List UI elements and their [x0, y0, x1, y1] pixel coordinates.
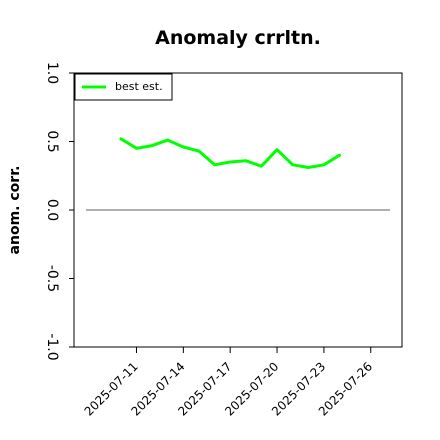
chart-title: Anomaly crrltn.	[155, 27, 321, 49]
plot-area: -1.0-0.50.00.51.02025-07-112025-07-14202…	[44, 62, 403, 419]
series-line-best-est	[119, 137, 341, 169]
legend-label: best est.	[115, 80, 163, 93]
y-tick-label: -0.5	[44, 265, 60, 292]
y-axis-label: anom. corr.	[7, 166, 23, 255]
y-tick-label: 0.0	[44, 199, 60, 221]
y-tick-label: -1.0	[44, 333, 60, 360]
y-tick-label: 0.5	[44, 130, 60, 152]
y-tick-label: 1.0	[44, 62, 60, 84]
